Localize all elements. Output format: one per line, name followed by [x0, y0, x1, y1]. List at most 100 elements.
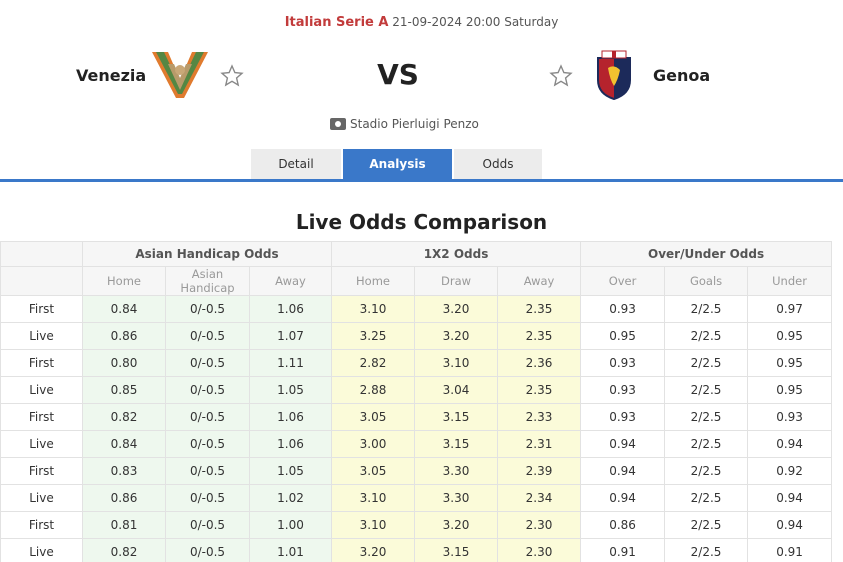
over-odds-cell[interactable]: 0.86 — [580, 511, 666, 539]
ah-line-cell[interactable]: 0/-0.5 — [165, 511, 250, 539]
draw-odds-cell[interactable]: 3.20 — [414, 322, 499, 350]
ah-line-cell[interactable]: 0/-0.5 — [165, 322, 250, 350]
over-odds-cell[interactable]: 0.94 — [580, 457, 666, 485]
ah-home-odds-cell[interactable]: 0.86 — [82, 322, 166, 350]
ah-away-odds-cell[interactable]: 1.05 — [248, 457, 333, 485]
goals-line-cell[interactable]: 2/2.5 — [664, 376, 749, 404]
away-win-odds-cell[interactable]: 2.36 — [497, 349, 582, 377]
under-odds-cell[interactable]: 0.95 — [747, 349, 833, 377]
home-win-odds-cell[interactable]: 3.00 — [331, 430, 416, 458]
draw-odds-cell[interactable]: 3.15 — [414, 538, 499, 562]
ah-away-odds-cell[interactable]: 1.06 — [248, 403, 333, 431]
under-odds-cell[interactable]: 0.95 — [747, 322, 833, 350]
ah-away-odds-cell[interactable]: 1.06 — [248, 295, 333, 323]
under-odds-cell[interactable]: 0.94 — [747, 430, 833, 458]
over-odds-cell[interactable]: 0.94 — [580, 484, 666, 512]
home-win-odds-cell[interactable]: 2.88 — [331, 376, 416, 404]
over-odds-cell[interactable]: 0.93 — [580, 376, 666, 404]
draw-odds-cell[interactable]: 3.04 — [414, 376, 499, 404]
ah-home-odds-cell[interactable]: 0.80 — [82, 349, 166, 377]
league-name[interactable]: Italian Serie A — [284, 15, 389, 30]
away-win-odds-cell[interactable]: 2.39 — [497, 457, 582, 485]
ah-line-cell[interactable]: 0/-0.5 — [165, 376, 250, 404]
goals-line-cell[interactable]: 2/2.5 — [664, 457, 749, 485]
ah-line-cell[interactable]: 0/-0.5 — [165, 538, 250, 562]
home-win-odds-cell[interactable]: 3.10 — [331, 484, 416, 512]
ah-line-cell[interactable]: 0/-0.5 — [165, 484, 250, 512]
genoa-crest-icon[interactable] — [596, 50, 632, 100]
ah-away-odds-cell[interactable]: 1.07 — [248, 322, 333, 350]
draw-odds-cell[interactable]: 3.10 — [414, 349, 499, 377]
ah-away-odds-cell[interactable]: 1.01 — [248, 538, 333, 562]
away-win-odds-cell[interactable]: 2.30 — [497, 538, 582, 562]
ah-away-odds-cell[interactable]: 1.02 — [248, 484, 333, 512]
venezia-crest-icon[interactable] — [150, 50, 210, 100]
goals-line-cell[interactable]: 2/2.5 — [664, 511, 749, 539]
ah-home-odds-cell[interactable]: 0.84 — [82, 295, 166, 323]
goals-line-cell[interactable]: 2/2.5 — [664, 295, 749, 323]
home-win-odds-cell[interactable]: 3.10 — [331, 295, 416, 323]
goals-line-cell[interactable]: 2/2.5 — [664, 484, 749, 512]
ah-line-cell[interactable]: 0/-0.5 — [165, 457, 250, 485]
away-win-odds-cell[interactable]: 2.30 — [497, 511, 582, 539]
ah-line-cell[interactable]: 0/-0.5 — [165, 430, 250, 458]
draw-odds-cell[interactable]: 3.15 — [414, 430, 499, 458]
under-odds-cell[interactable]: 0.97 — [747, 295, 833, 323]
ah-line-cell[interactable]: 0/-0.5 — [165, 295, 250, 323]
draw-odds-cell[interactable]: 3.30 — [414, 457, 499, 485]
goals-line-cell[interactable]: 2/2.5 — [664, 430, 749, 458]
under-odds-cell[interactable]: 0.91 — [747, 538, 833, 562]
over-odds-cell[interactable]: 0.91 — [580, 538, 666, 562]
home-team-name[interactable]: Venezia — [76, 66, 147, 85]
ah-line-cell[interactable]: 0/-0.5 — [165, 349, 250, 377]
draw-odds-cell[interactable]: 3.15 — [414, 403, 499, 431]
away-win-odds-cell[interactable]: 2.35 — [497, 295, 582, 323]
draw-odds-cell[interactable]: 3.30 — [414, 484, 499, 512]
goals-line-cell[interactable]: 2/2.5 — [664, 349, 749, 377]
goals-line-cell[interactable]: 2/2.5 — [664, 538, 749, 562]
favorite-away-star-icon[interactable] — [549, 64, 573, 88]
home-win-odds-cell[interactable]: 3.10 — [331, 511, 416, 539]
over-odds-cell[interactable]: 0.95 — [580, 322, 666, 350]
ah-home-odds-cell[interactable]: 0.85 — [82, 376, 166, 404]
away-win-odds-cell[interactable]: 2.35 — [497, 376, 582, 404]
under-odds-cell[interactable]: 0.95 — [747, 376, 833, 404]
away-win-odds-cell[interactable]: 2.35 — [497, 322, 582, 350]
over-odds-cell[interactable]: 0.93 — [580, 295, 666, 323]
home-win-odds-cell[interactable]: 2.82 — [331, 349, 416, 377]
ah-home-odds-cell[interactable]: 0.82 — [82, 538, 166, 562]
ah-home-odds-cell[interactable]: 0.83 — [82, 457, 166, 485]
goals-line-cell[interactable]: 2/2.5 — [664, 322, 749, 350]
home-win-odds-cell[interactable]: 3.05 — [331, 457, 416, 485]
ah-line-cell[interactable]: 0/-0.5 — [165, 403, 250, 431]
ah-away-odds-cell[interactable]: 1.05 — [248, 376, 333, 404]
draw-odds-cell[interactable]: 3.20 — [414, 511, 499, 539]
tab-analysis[interactable]: Analysis — [343, 149, 452, 179]
away-win-odds-cell[interactable]: 2.31 — [497, 430, 582, 458]
ah-away-odds-cell[interactable]: 1.00 — [248, 511, 333, 539]
ah-home-odds-cell[interactable]: 0.82 — [82, 403, 166, 431]
over-odds-cell[interactable]: 0.93 — [580, 403, 666, 431]
home-win-odds-cell[interactable]: 3.20 — [331, 538, 416, 562]
tab-odds[interactable]: Odds — [454, 149, 542, 179]
ah-away-odds-cell[interactable]: 1.06 — [248, 430, 333, 458]
under-odds-cell[interactable]: 0.94 — [747, 484, 833, 512]
over-odds-cell[interactable]: 0.94 — [580, 430, 666, 458]
home-win-odds-cell[interactable]: 3.25 — [331, 322, 416, 350]
ah-home-odds-cell[interactable]: 0.81 — [82, 511, 166, 539]
ah-home-odds-cell[interactable]: 0.86 — [82, 484, 166, 512]
favorite-home-star-icon[interactable] — [220, 64, 244, 88]
goals-line-cell[interactable]: 2/2.5 — [664, 403, 749, 431]
ah-away-odds-cell[interactable]: 1.11 — [248, 349, 333, 377]
tab-detail[interactable]: Detail — [251, 149, 341, 179]
home-win-odds-cell[interactable]: 3.05 — [331, 403, 416, 431]
under-odds-cell[interactable]: 0.94 — [747, 511, 833, 539]
draw-odds-cell[interactable]: 3.20 — [414, 295, 499, 323]
under-odds-cell[interactable]: 0.92 — [747, 457, 833, 485]
away-team-name[interactable]: Genoa — [653, 66, 711, 85]
ah-home-odds-cell[interactable]: 0.84 — [82, 430, 166, 458]
over-odds-cell[interactable]: 0.93 — [580, 349, 666, 377]
away-win-odds-cell[interactable]: 2.33 — [497, 403, 582, 431]
under-odds-cell[interactable]: 0.93 — [747, 403, 833, 431]
away-win-odds-cell[interactable]: 2.34 — [497, 484, 582, 512]
